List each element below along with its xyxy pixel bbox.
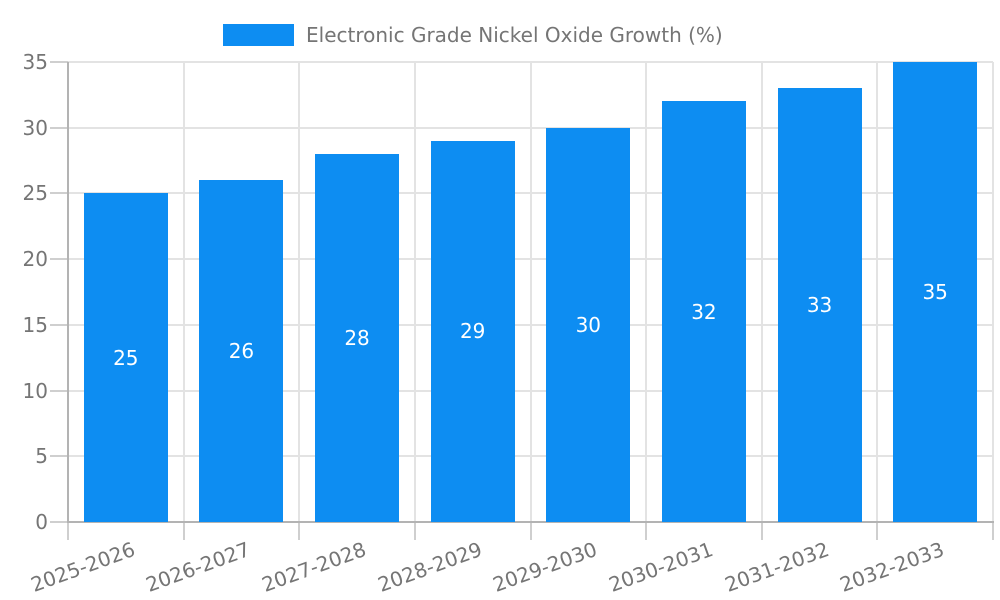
bar[interactable] <box>315 154 400 522</box>
y-axis-tick <box>50 323 68 326</box>
x-axis-tick <box>529 522 532 540</box>
x-tick-label: 2027-2028 <box>258 537 370 597</box>
bar-value-label: 30 <box>575 312 602 337</box>
y-tick-label: 30 <box>22 115 48 140</box>
y-tick-label: 15 <box>22 312 48 337</box>
x-tick-label: 2026-2027 <box>142 537 254 597</box>
y-axis-tick <box>50 192 68 195</box>
bar-value-label: 28 <box>344 326 370 350</box>
bar-value-label: 33 <box>806 293 833 318</box>
x-axis-tick <box>992 522 994 540</box>
x-axis-tick <box>67 522 69 540</box>
bar[interactable] <box>661 101 746 522</box>
x-axis-line <box>67 521 994 523</box>
x-tick-label: 2031-2032 <box>721 537 832 597</box>
legend-item[interactable]: Electronic Grade Nickel Oxide Growth (%) <box>223 23 723 47</box>
legend-label: Electronic Grade Nickel Oxide Growth (%) <box>306 23 723 47</box>
y-tick-label: 25 <box>22 181 48 206</box>
bar-value-label: 29 <box>459 319 486 344</box>
y-tick-label: 5 <box>35 444 48 469</box>
bar[interactable] <box>199 180 284 522</box>
gridline-vertical <box>760 62 763 522</box>
bar[interactable] <box>893 62 978 522</box>
bar[interactable] <box>777 88 862 522</box>
x-axis-tick <box>760 522 763 540</box>
x-axis-tick <box>182 522 185 540</box>
bar-value-label: 25 <box>113 345 139 370</box>
y-axis-tick <box>50 389 68 392</box>
y-tick-label: 35 <box>22 50 48 74</box>
y-tick-label: 0 <box>35 510 48 534</box>
y-axis-tick <box>50 455 68 458</box>
legend-swatch <box>223 24 294 46</box>
x-tick-label: 2028-2029 <box>374 537 485 597</box>
bar[interactable] <box>83 193 168 522</box>
gridline-vertical <box>182 62 185 522</box>
y-axis-line <box>67 62 69 522</box>
gridline-vertical <box>992 62 994 522</box>
y-tick-label: 10 <box>22 378 48 403</box>
gridline-vertical <box>529 62 532 522</box>
x-tick-label: 2032-2033 <box>836 537 948 597</box>
y-axis-tick <box>50 521 68 523</box>
x-tick-label: 2030-2031 <box>605 537 717 597</box>
bar-value-label: 35 <box>922 280 948 304</box>
x-axis-tick <box>876 522 879 540</box>
y-axis-tick <box>50 61 68 63</box>
x-axis-tick <box>298 522 301 540</box>
bar[interactable] <box>546 127 631 522</box>
gridline-vertical <box>413 62 416 522</box>
x-tick-label: 2029-2030 <box>489 537 601 597</box>
y-axis-tick <box>50 258 68 261</box>
gridline-vertical <box>876 62 879 522</box>
bar-value-label: 26 <box>228 339 255 364</box>
bar-value-label: 32 <box>691 299 717 324</box>
bar[interactable] <box>430 140 515 522</box>
y-tick-label: 20 <box>22 247 48 272</box>
y-axis-tick <box>50 126 68 129</box>
x-tick-label: 2025-2026 <box>27 537 139 597</box>
gridline-vertical <box>645 62 648 522</box>
gridline-vertical <box>298 62 301 522</box>
x-axis-tick <box>413 522 416 540</box>
x-axis-tick <box>645 522 648 540</box>
